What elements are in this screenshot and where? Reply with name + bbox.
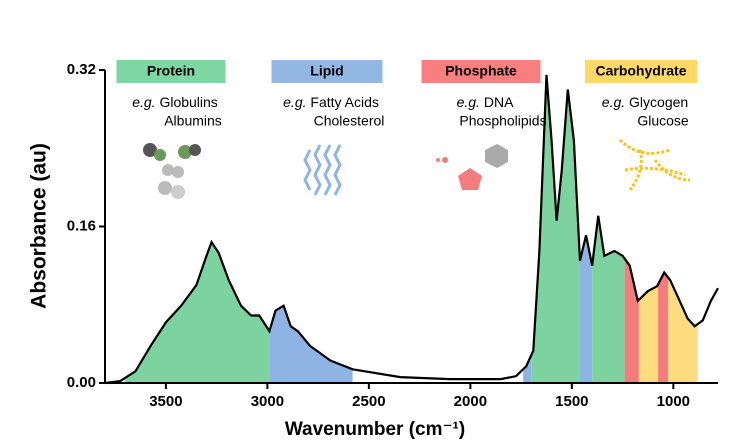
region-fill: [269, 305, 353, 383]
region-fill: [668, 277, 698, 383]
category-label: Protein: [147, 63, 195, 79]
category-label: Phosphate: [445, 63, 517, 79]
example-line: e.g. Fatty Acids: [283, 94, 379, 110]
spectrum-line: [104, 74, 719, 385]
example-prefix: e.g.: [132, 94, 155, 110]
y-tick-label: 0.00: [67, 374, 96, 391]
region-fill: [592, 215, 625, 383]
region-fill: [579, 235, 593, 383]
example-line: Cholesterol: [314, 113, 385, 129]
example-line: Glucose: [637, 113, 689, 129]
phosphate-icon: [436, 144, 508, 190]
category-label: Carbohydrate: [595, 63, 686, 79]
y-tick-label: 0.16: [67, 217, 96, 234]
x-tick-label: 3000: [251, 393, 284, 410]
y-axis-title: Absorbance (au): [28, 143, 51, 309]
x-tick-label: 2500: [352, 393, 385, 410]
x-tick-label: 1500: [555, 393, 588, 410]
x-tick-label: 3500: [149, 393, 182, 410]
y-tick-label: 0.32: [67, 61, 96, 78]
region-fill: [658, 272, 669, 383]
category-box: [585, 60, 697, 83]
category-box: [116, 60, 226, 83]
example-line: Albumins: [164, 113, 222, 129]
region-fill: [638, 284, 659, 383]
category-box: [271, 60, 383, 83]
category-box: [421, 60, 541, 83]
example-prefix: e.g.: [602, 94, 625, 110]
example-prefix: e.g.: [457, 94, 480, 110]
example-line: e.g. Globulins: [132, 94, 218, 110]
region-fill: [624, 258, 639, 383]
example-line: e.g. DNA: [457, 94, 514, 110]
example-name: Globulins: [159, 94, 217, 110]
x-tick-label: 1000: [657, 393, 690, 410]
carbohydrate-icon: [618, 138, 691, 191]
example-name: Glycogen: [629, 94, 688, 110]
example-name: Fatty Acids: [310, 94, 378, 110]
example-name: DNA: [484, 94, 514, 110]
lipid-icon: [303, 144, 342, 196]
protein-icon: [143, 143, 201, 199]
example-line: Phospholipids: [459, 113, 546, 129]
example-line: e.g. Glycogen: [602, 94, 688, 110]
category-label: Lipid: [310, 63, 343, 79]
region-fill: [125, 242, 270, 383]
x-axis-title: Wavenumber (cm⁻¹): [285, 419, 465, 440]
example-prefix: e.g.: [283, 94, 306, 110]
x-tick-label: 2000: [454, 393, 487, 410]
